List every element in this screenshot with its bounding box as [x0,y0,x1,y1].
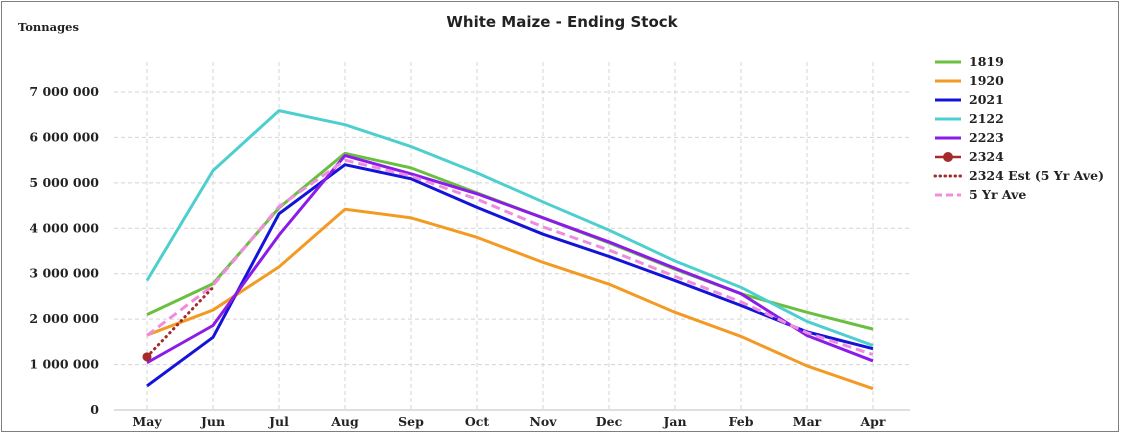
legend-label-2021: 2021 [969,92,1004,107]
y-tick-label: 0 [90,402,99,417]
x-tick-label: Aug [330,414,359,429]
x-tick-label: Feb [729,414,754,429]
y-tick-label: 7 000 000 [29,84,99,99]
legend: 1819 1920 2021 2122 2223 2324 2324 Est (5 Yr A… [933,54,1104,202]
x-tick-label: Mar [793,414,822,429]
legend-label-1819: 1819 [969,54,1004,69]
legend-marker-2324 [943,152,953,162]
series-line-1920 [146,207,874,391]
series-line-5-yr-ave [146,158,874,357]
series-line-2021 [146,163,874,388]
series-line-2223 [146,154,874,365]
series-line-2122 [145,109,874,347]
series-layer [142,109,874,391]
x-tick-label: May [132,414,162,429]
x-tick-label: Jan [662,414,686,429]
x-tick-label: Apr [859,414,885,429]
legend-label-1920: 1920 [969,73,1004,88]
y-tick-label: 1 000 000 [29,357,99,372]
series-point-2324 [142,352,152,362]
y-tick-label: 4 000 000 [29,220,99,235]
legend-label-2223: 2223 [969,130,1004,145]
legend-label-2122: 2122 [969,111,1004,126]
chart-title: White Maize - Ending Stock [446,13,678,31]
x-tick-label: Jun [200,414,225,429]
gridlines [114,62,910,410]
series-line-1819 [146,151,874,331]
x-tick-label: Dec [596,414,623,429]
y-tick-label: 2 000 000 [29,311,99,326]
legend-label-2324: 2324 [969,149,1004,164]
y-tick-label: 6 000 000 [29,129,99,144]
legend-label-5-yr-ave: 5 Yr Ave [969,187,1026,202]
x-tick-label: Oct [465,414,489,429]
x-tick-label: Sep [398,414,424,429]
series-line-2324-est-5-yr-ave- [145,285,215,359]
x-tick-label: Jul [268,414,289,429]
y-axis-label: Tonnages [18,20,79,34]
x-tick-label: Nov [529,414,557,429]
y-tick-label: 5 000 000 [29,175,99,190]
axes: 0 1 000 000 2 000 000 3 000 000 4 000 000 5 0… [29,84,910,429]
legend-label-2324-est-5-yr-ave-: 2324 Est (5 Yr Ave) [969,168,1104,183]
y-tick-label: 3 000 000 [29,266,99,281]
